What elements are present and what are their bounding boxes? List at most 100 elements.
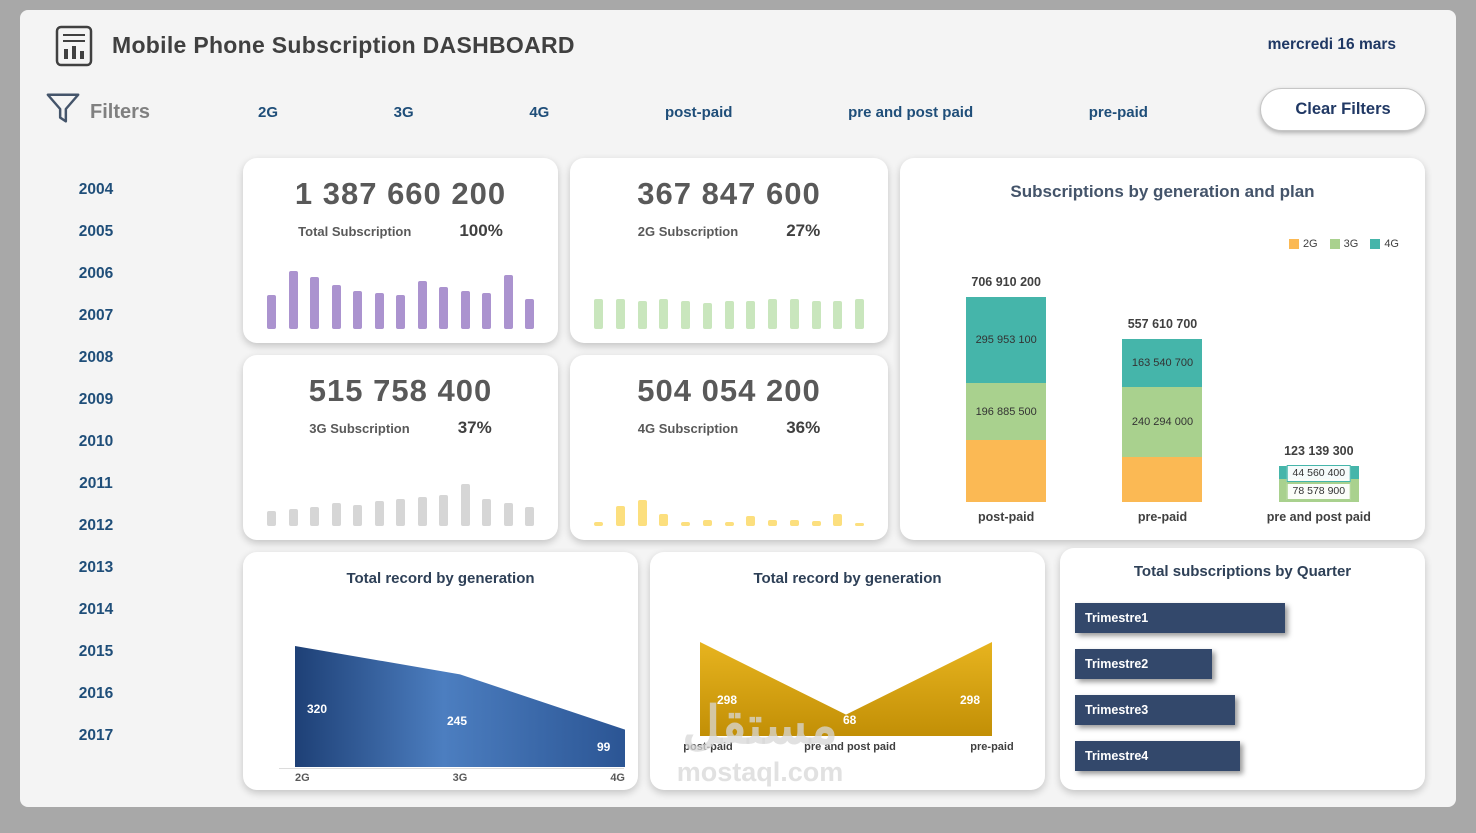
kpi-value: 515 758 400 — [308, 373, 493, 408]
segment-value-chip: 78 578 900 — [1286, 483, 1352, 500]
spark-bar — [789, 520, 799, 526]
spark-bar — [353, 505, 362, 526]
area-chart-plan-card: Total record by generation 298 68 298 po… — [650, 552, 1045, 790]
segment-value-label: 240 294 000 — [1131, 416, 1194, 428]
spark-bar — [702, 520, 712, 526]
spark-bar — [310, 277, 319, 329]
area-chart-generation-card: Total record by generation 320 245 99 2G… — [243, 552, 638, 790]
bar-segment-4g: 163 540 700 — [1122, 339, 1203, 387]
value-label: 245 — [447, 714, 468, 728]
legend-swatch — [1370, 239, 1381, 249]
bar-category-label: pre-paid — [1137, 510, 1188, 524]
x-axis-line — [279, 768, 624, 769]
years-list: 2004 2005 2006 2007 2008 2009 2010 2011 2012 2013… — [58, 169, 134, 757]
kpi-percent: 27% — [786, 221, 821, 240]
filter-item-post-paid[interactable]: post-paid — [664, 104, 733, 121]
bar-segment-2g — [1122, 457, 1203, 502]
spark-bar — [724, 301, 734, 329]
kpi-value: 504 054 200 — [637, 373, 821, 408]
spark-bar — [439, 287, 448, 329]
kpi-percent: 36% — [786, 418, 821, 437]
quarter-button-4[interactable]: Trimestre4 — [1075, 741, 1240, 771]
spark-bar — [353, 291, 362, 329]
bar-total-label: 123 139 300 — [1284, 444, 1354, 458]
x-label: 4G — [610, 772, 625, 784]
spark-bar — [768, 299, 777, 329]
spark-bar — [417, 281, 427, 329]
filter-funnel-icon — [44, 90, 82, 128]
spark-bar — [525, 507, 534, 526]
kpi-percent: 37% — [457, 418, 492, 437]
kpi-card-4g-subscription: 504 054 200 4G Subscription 36% — [570, 355, 888, 540]
year-item-2012[interactable]: 2012 — [78, 517, 114, 534]
year-item-2017[interactable]: 2017 — [78, 727, 114, 744]
spark-bar — [724, 522, 734, 526]
clear-filters-button[interactable]: Clear Filters — [1260, 88, 1426, 131]
area-chart-gold — [700, 642, 992, 736]
kpi-label: 2G Subscription — [637, 224, 739, 239]
filter-item-pre-and-post-paid[interactable]: pre and post paid — [848, 104, 974, 121]
spark-bar — [374, 501, 384, 526]
filter-item-2g[interactable]: 2G — [258, 104, 279, 121]
spark-bar — [746, 516, 756, 526]
legend-label: 3G — [1343, 238, 1359, 250]
stacked-bar-group-pre-and-post-paid: 123 139 300 44 560 400 78 578 900 pre and p… — [1241, 444, 1397, 532]
year-item-2010[interactable]: 2010 — [78, 433, 114, 450]
spark-bar — [482, 499, 491, 526]
x-label: 3G — [452, 772, 468, 784]
x-axis-labels: 2G 3G 4G — [295, 772, 625, 784]
value-label: 68 — [843, 713, 857, 727]
bar-segment-2g — [966, 440, 1047, 502]
kpi-card-total-subscription: 1 387 660 200 Total Subscription 100% — [243, 158, 558, 343]
spark-bar — [503, 275, 513, 329]
spark-bar — [288, 509, 298, 526]
value-label: 298 — [717, 693, 738, 707]
spark-bar — [811, 521, 821, 526]
spark-bar — [659, 299, 669, 329]
x-label: pre-paid — [970, 741, 1014, 753]
year-item-2014[interactable]: 2014 — [78, 601, 114, 618]
year-item-2008[interactable]: 2008 — [78, 349, 114, 366]
spark-bar — [482, 293, 491, 329]
spark-bar — [331, 503, 341, 526]
year-item-2006[interactable]: 2006 — [78, 265, 114, 282]
filter-item-pre-paid[interactable]: pre-paid — [1088, 104, 1148, 121]
year-item-2015[interactable]: 2015 — [78, 643, 114, 660]
spark-bar — [267, 295, 276, 329]
year-item-2011[interactable]: 2011 — [79, 475, 113, 492]
filter-item-3g[interactable]: 3G — [393, 104, 414, 121]
spark-bar — [288, 271, 298, 329]
bar-total-label: 557 610 700 — [1127, 317, 1198, 331]
filter-item-4g[interactable]: 4G — [529, 104, 550, 121]
kpi-sparkline — [594, 464, 864, 526]
quarter-button-2[interactable]: Trimestre2 — [1075, 649, 1212, 679]
value-label: 320 — [307, 702, 328, 716]
spark-bar — [525, 299, 534, 329]
spark-bar — [659, 514, 669, 526]
bar-total-label: 706 910 200 — [971, 275, 1041, 289]
kpi-sparkline — [267, 267, 534, 329]
quarter-button-1[interactable]: Trimestre1 — [1075, 603, 1285, 633]
quarter-buttons: Trimestre1 Trimestre2 Trimestre3 Trimestre4 — [1075, 603, 1285, 771]
year-item-2007[interactable]: 2007 — [78, 307, 114, 324]
spark-bar — [768, 520, 777, 526]
page-title: Mobile Phone Subscription DASHBOARD — [112, 32, 575, 58]
segment-value-label: 196 885 500 — [975, 405, 1037, 418]
spark-bar — [746, 301, 756, 329]
stacked-bar: 163 540 700 240 294 000 — [1122, 339, 1203, 502]
year-item-2004[interactable]: 2004 — [78, 181, 114, 198]
spark-bar — [460, 291, 470, 329]
spark-bar — [374, 293, 384, 329]
spark-bar — [503, 503, 513, 526]
bar-segment-4g: 295 953 100 — [966, 297, 1047, 383]
year-item-2005[interactable]: 2005 — [78, 223, 114, 240]
spark-bar — [396, 295, 405, 329]
year-item-2016[interactable]: 2016 — [78, 685, 114, 702]
bar-segment-3g: 196 885 500 — [966, 383, 1047, 440]
kpi-card-2g-subscription: 367 847 600 2G Subscription 27% — [570, 158, 888, 343]
segment-value-chip: 44 560 400 — [1286, 465, 1352, 482]
stacked-legend: 2G 3G 4G — [1288, 238, 1399, 250]
quarter-button-3[interactable]: Trimestre3 — [1075, 695, 1235, 725]
year-item-2009[interactable]: 2009 — [78, 391, 114, 408]
year-item-2013[interactable]: 2013 — [78, 559, 114, 576]
